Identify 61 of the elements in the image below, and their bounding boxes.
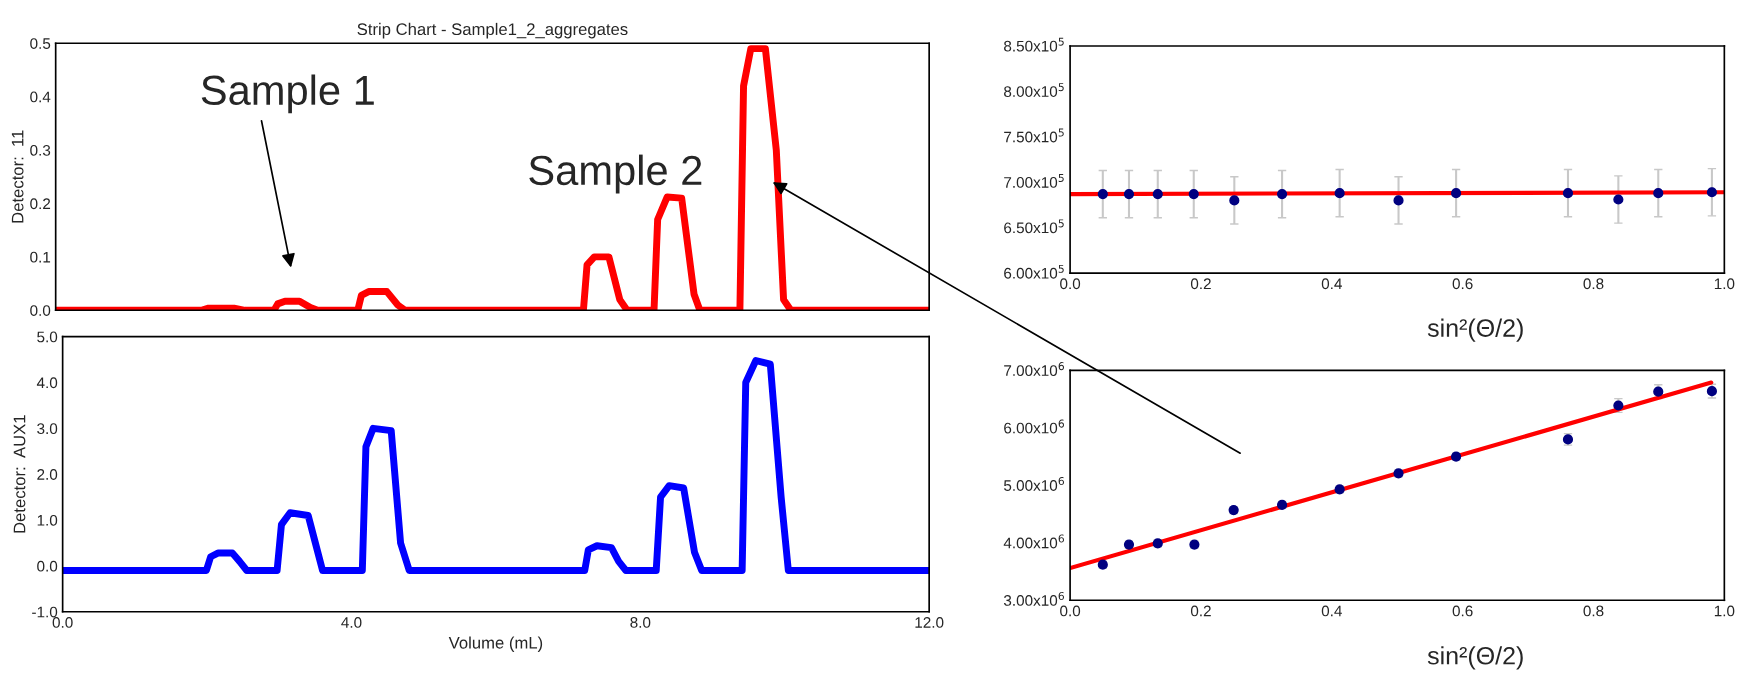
annotation: Sample 2 xyxy=(529,154,702,194)
point xyxy=(1152,188,1163,200)
point xyxy=(1123,188,1135,200)
x-axis-title: sin²(Θ/2) xyxy=(1427,318,1523,342)
x-tick-label: 0.0 xyxy=(52,617,73,628)
y-tick-label: 5.00x10$^{6}$ xyxy=(1003,477,1065,491)
x-tick-label: 0.2 xyxy=(1190,605,1211,617)
x-tick-label: 1.0 xyxy=(1714,278,1735,290)
x-tick-label: 0.0 xyxy=(1060,605,1081,617)
y-tick-label: 6.50x10$^{5}$ xyxy=(1004,219,1064,234)
y-tick-label: 0.4 xyxy=(30,91,51,103)
y-tick-label: 3.00x10$^{6}$ xyxy=(1003,591,1065,606)
x-tick-label: 0.8 xyxy=(1583,278,1604,290)
y-tick-label: -1.0 xyxy=(32,606,58,618)
point xyxy=(1562,188,1574,199)
y-tick-label: 2.0 xyxy=(37,469,58,480)
point xyxy=(1613,194,1624,205)
point xyxy=(1229,195,1240,206)
point xyxy=(1097,188,1108,200)
point xyxy=(1334,188,1345,199)
point xyxy=(1393,195,1404,206)
y-tick-label: 0.5 xyxy=(30,38,51,49)
y-tick-label: 6.00x10$^{6}$ xyxy=(1004,419,1065,434)
y-tick-label: 0.0 xyxy=(30,305,51,316)
x-tick-label: 8.0 xyxy=(630,617,651,628)
y-tick-label: 0.1 xyxy=(30,251,51,263)
y-tick-label: 8.00x10$^{5}$ xyxy=(1004,83,1064,97)
point xyxy=(1188,188,1199,200)
x-tick-label: 0.4 xyxy=(1321,278,1342,290)
x-tick-label: 0.4 xyxy=(1321,605,1342,617)
y-tick-label: 1.0 xyxy=(37,514,58,526)
y-tick-label: 7.00x10$^{6}$ xyxy=(1004,362,1065,377)
point xyxy=(1276,188,1288,200)
y-tick-label: 5.0 xyxy=(37,331,58,343)
x-tick-label: 0.6 xyxy=(1452,278,1473,290)
y-tick-label: 7.00x10$^{5}$ xyxy=(1004,174,1064,188)
x-tick-label: 1.0 xyxy=(1714,605,1735,617)
y-tick-label: 6.00x10$^{5}$ xyxy=(1004,264,1064,279)
y-axis-title: Detector: 11 xyxy=(11,130,24,223)
y-tick-label: 0.0 xyxy=(37,560,58,572)
y-tick-label: 0.3 xyxy=(30,144,51,156)
y-tick-label: 4.00x10$^{6}$ xyxy=(1003,534,1065,549)
point xyxy=(1451,188,1462,199)
y-tick-label: 7.50x10$^{5}$ xyxy=(1004,128,1064,143)
y-tick-label: 3.0 xyxy=(37,423,58,435)
point xyxy=(1653,188,1664,199)
point xyxy=(1706,187,1717,198)
x-axis-title: Volume (mL) xyxy=(448,636,543,652)
y-tick-label: 4.0 xyxy=(36,377,58,389)
y-tick-label: 8.50x10$^{5}$ xyxy=(1004,37,1064,52)
x-tick-label: 12.0 xyxy=(915,617,944,628)
x-tick-label: 0.0 xyxy=(1060,278,1081,290)
x-tick-label: 4.0 xyxy=(341,617,362,628)
x-axis-title: sin²(Θ/2) xyxy=(1427,646,1523,670)
y-tick-label: 0.2 xyxy=(30,198,51,210)
annotation: Sample 1 xyxy=(201,74,374,114)
chart-title: Strip Chart - Sample1_2_aggregates xyxy=(357,22,628,39)
x-tick-label: 0.6 xyxy=(1452,605,1473,617)
x-tick-label: 0.2 xyxy=(1190,278,1211,290)
y-axis-title: Detector: AUX1 xyxy=(13,415,26,533)
x-tick-label: 0.8 xyxy=(1583,605,1604,617)
